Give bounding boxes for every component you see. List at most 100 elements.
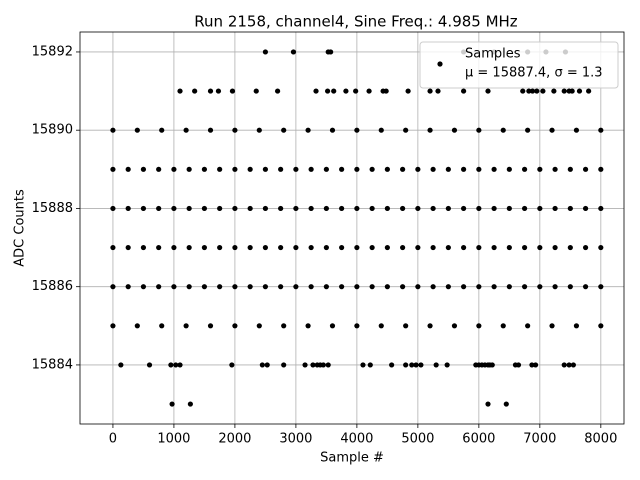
data-point [146, 362, 153, 368]
data-point [187, 401, 193, 407]
data-point [491, 205, 497, 212]
data-point [521, 284, 528, 290]
data-point [354, 205, 360, 212]
data-point [274, 88, 281, 94]
data-point [534, 88, 540, 94]
data-point [247, 244, 253, 251]
data-point [430, 244, 436, 251]
data-point [305, 127, 311, 133]
x-tick-label: 3000 [279, 432, 312, 447]
plot-frame [79, 31, 625, 425]
data-point [186, 205, 192, 212]
data-point [313, 88, 319, 94]
chart-title: Run 2158, channel4, Sine Freq.: 4.985 MH… [194, 13, 518, 31]
data-point [537, 244, 543, 251]
x-tick-label: 6000 [462, 432, 495, 447]
data-point [192, 88, 198, 94]
data-point [201, 205, 208, 212]
data-point [525, 127, 531, 133]
data-point [125, 166, 131, 172]
data-point [451, 323, 458, 329]
y-tick-label: 15890 [32, 123, 73, 138]
data-point [549, 127, 555, 133]
data-point [171, 244, 177, 251]
data-point [506, 205, 512, 212]
data-point [552, 205, 558, 212]
data-point [247, 284, 253, 290]
data-point [435, 88, 441, 94]
data-point [491, 284, 497, 290]
data-point [485, 88, 491, 94]
data-point [430, 284, 436, 290]
data-point [461, 166, 467, 172]
data-point [110, 166, 116, 172]
data-point [532, 362, 539, 368]
data-point [217, 244, 223, 251]
data-point [566, 362, 572, 368]
data-point [369, 244, 375, 251]
data-point [537, 205, 543, 212]
data-point [110, 284, 116, 290]
data-point [262, 244, 268, 251]
x-axis-label: Sample # [320, 451, 384, 466]
data-point [491, 166, 497, 172]
data-point [521, 205, 528, 212]
data-point [110, 244, 116, 251]
data-point [329, 323, 336, 329]
data-point [256, 323, 262, 329]
data-point [476, 127, 482, 133]
x-tick-label: 8000 [584, 432, 617, 447]
data-point [567, 205, 573, 212]
data-point [308, 205, 314, 212]
data-point [598, 127, 604, 133]
data-point [159, 323, 165, 329]
data-point [445, 205, 451, 212]
data-point [156, 205, 162, 212]
data-point [207, 88, 214, 94]
data-point [360, 362, 366, 368]
data-point [134, 323, 140, 329]
data-point [561, 362, 567, 368]
data-point [427, 323, 433, 329]
data-point [339, 166, 345, 172]
data-point [521, 244, 528, 251]
data-point [186, 166, 192, 172]
data-point [567, 284, 573, 290]
data-point [262, 284, 268, 290]
data-point [308, 284, 314, 290]
data-point [561, 88, 567, 94]
data-point [549, 323, 555, 329]
data-point [400, 284, 406, 290]
data-point [339, 284, 345, 290]
data-point [354, 323, 360, 329]
data-point [339, 205, 345, 212]
data-point [343, 88, 349, 94]
data-point [325, 88, 331, 94]
data-point [430, 205, 436, 212]
data-point [552, 244, 558, 251]
data-point [247, 166, 253, 172]
data-point [506, 244, 512, 251]
data-point [476, 166, 482, 172]
data-point [540, 88, 546, 94]
data-point [183, 323, 189, 329]
data-point [229, 88, 236, 94]
data-point [308, 166, 314, 172]
data-point [140, 166, 147, 172]
data-point [427, 127, 433, 133]
data-point [329, 127, 336, 133]
data-point [461, 88, 467, 94]
data-point [476, 323, 482, 329]
data-point [400, 205, 406, 212]
data-point [582, 284, 589, 290]
data-point [354, 244, 360, 251]
data-point [378, 323, 384, 329]
x-tick-label: 4000 [340, 432, 373, 447]
data-point [403, 323, 409, 329]
data-point [232, 284, 238, 290]
data-point [529, 362, 535, 368]
y-tick-label: 15888 [32, 201, 73, 216]
data-point [353, 88, 359, 94]
y-axis-label: ADC Counts [13, 189, 28, 267]
data-point [262, 166, 268, 172]
